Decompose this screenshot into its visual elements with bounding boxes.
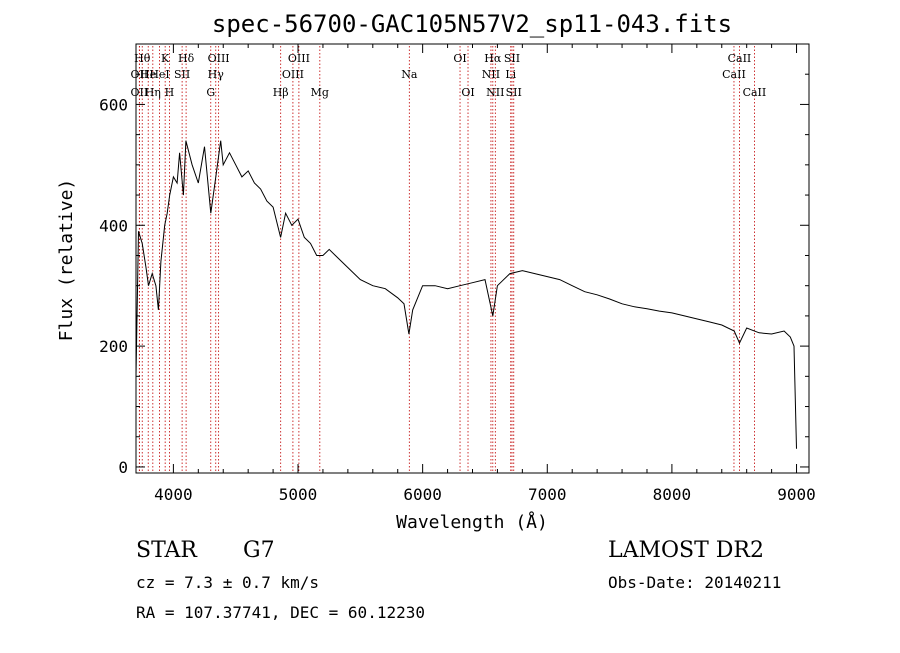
x-tick-label: 6000 [403, 485, 442, 504]
line-label-26: CaII [722, 68, 746, 81]
line-label-25: SII [506, 86, 522, 99]
y-tick-label: 400 [99, 216, 128, 235]
line-label-22: NII [486, 86, 504, 99]
x-tick-label: 8000 [653, 485, 692, 504]
line-label-5: HeI [149, 68, 169, 81]
y-tick-label: 600 [99, 95, 128, 114]
line-label-19: OI [461, 86, 474, 99]
y-axis-ticks: 0 200 400 600 [99, 73, 809, 477]
object-class: STAR [136, 538, 197, 563]
line-label-21: Hα [484, 52, 502, 65]
redshift-cz: cz = 7.3 ± 0.7 km/s [136, 573, 320, 592]
line-label-18: OI [453, 52, 466, 65]
line-label-27: CaII [728, 52, 752, 65]
line-label-1: OII [131, 86, 149, 99]
line-label-28: CaII [743, 86, 767, 99]
y-tick-label: 200 [99, 337, 128, 356]
x-tick-label: 7000 [528, 485, 567, 504]
line-label-9: Hδ [178, 52, 195, 65]
line-label-7: H [165, 86, 175, 99]
plot-frame [135, 43, 810, 474]
line-marker-labels: OIIOIIHθHeHηHeIKHSIIHδGHγOIIIHβOIIIOIIIM… [131, 52, 767, 99]
line-label-8: SII [174, 68, 190, 81]
object-subclass: G7 [243, 538, 275, 563]
x-tick-label: 4000 [154, 485, 193, 504]
x-axis-ticks: 4000 5000 6000 7000 8000 9000 [154, 44, 816, 504]
line-label-17: Na [401, 68, 418, 81]
line-label-23: Li [505, 68, 516, 81]
line-label-16: Mg [311, 86, 329, 99]
survey-name: LAMOST DR2 [608, 538, 764, 563]
observation-date: Obs-Date: 20140211 [608, 573, 782, 592]
line-label-2: Hθ [134, 52, 151, 65]
spectrum-series-line [135, 140, 797, 449]
x-tick-label: 9000 [777, 485, 816, 504]
y-tick-label: 0 [118, 458, 128, 477]
line-label-24: SII [504, 52, 520, 65]
line-label-15: OIII [288, 52, 310, 65]
y-axis-label: Flux (relative) [56, 179, 77, 342]
x-axis-label: Wavelength (Å) [396, 511, 548, 533]
line-label-20: NII [482, 68, 500, 81]
line-label-3: He [140, 68, 156, 81]
line-label-12: OIII [208, 52, 230, 65]
line-label-11: Hγ [208, 68, 225, 81]
line-label-14: OIII [282, 68, 304, 81]
line-label-13: Hβ [273, 86, 289, 99]
chart-title: spec-56700-GAC105N57V2_sp11-043.fits [212, 10, 732, 38]
x-tick-label: 5000 [279, 485, 318, 504]
line-markers [138, 46, 755, 473]
line-label-10: G [206, 86, 215, 99]
line-label-6: K [161, 52, 170, 65]
ra-dec: RA = 107.37741, DEC = 60.12230 [136, 603, 425, 622]
line-label-4: Hη [145, 86, 161, 99]
